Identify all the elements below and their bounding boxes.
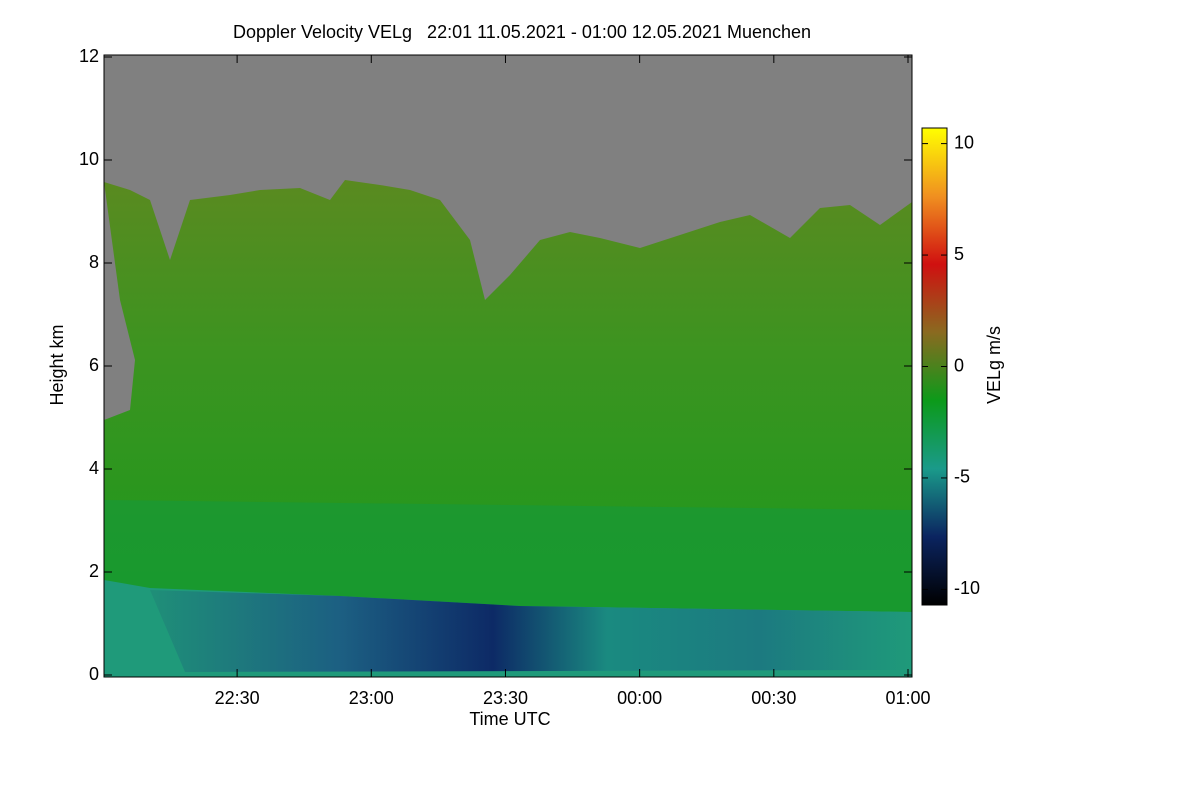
x-tick-label: 00:00	[617, 688, 662, 708]
y-tick-label: 12	[79, 46, 99, 66]
x-tick-label: 01:00	[885, 688, 930, 708]
heatmap-field	[104, 55, 912, 677]
y-tick-label: 8	[89, 252, 99, 272]
colorbar-tick-label: 5	[954, 244, 964, 264]
chart-title: Doppler Velocity VELg 22:01 11.05.2021 -…	[233, 22, 811, 42]
y-tick-label: 2	[89, 561, 99, 581]
y-axis-title: Height km	[47, 324, 67, 405]
colorbar-title: VELg m/s	[984, 326, 1004, 404]
x-tick-label: 23:00	[349, 688, 394, 708]
x-tick-label: 22:30	[215, 688, 260, 708]
y-tick-label: 4	[89, 458, 99, 478]
colorbar-tick-label: -10	[954, 578, 980, 598]
y-tick-label: 6	[89, 355, 99, 375]
x-tick-label: 00:30	[751, 688, 796, 708]
y-tick-label: 10	[79, 149, 99, 169]
x-axis-title: Time UTC	[469, 709, 550, 729]
x-tick-label: 23:30	[483, 688, 528, 708]
colorbar-tick-label: -5	[954, 467, 970, 487]
colorbar-tick-label: 10	[954, 132, 974, 152]
colorbar-tick-label: 0	[954, 355, 964, 375]
y-tick-label: 0	[89, 664, 99, 684]
